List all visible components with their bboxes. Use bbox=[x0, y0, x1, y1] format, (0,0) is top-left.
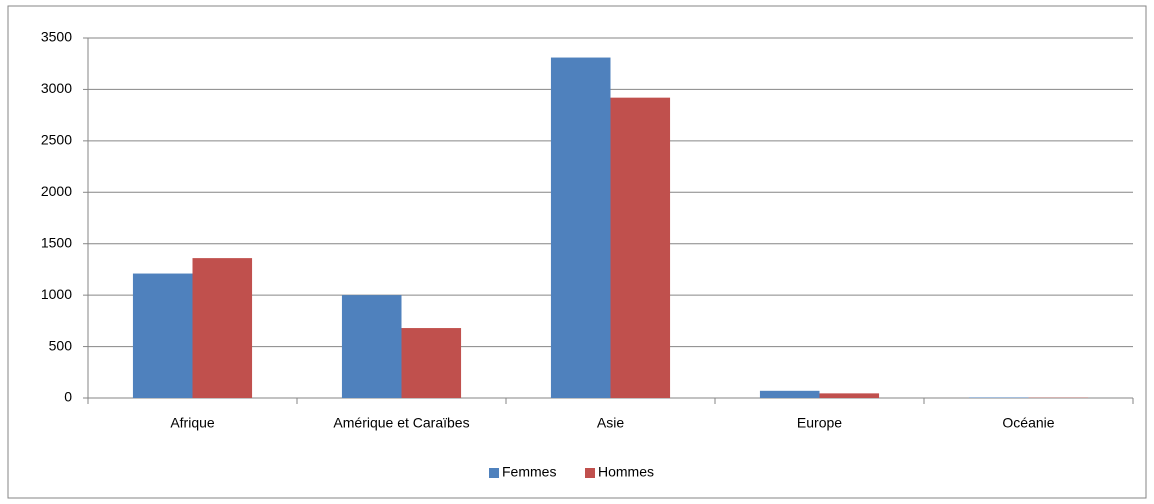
y-tick-label: 1000 bbox=[41, 286, 72, 302]
bar bbox=[610, 97, 671, 399]
x-tick-label: Océanie bbox=[1002, 415, 1054, 431]
y-tick-label: 1500 bbox=[41, 234, 72, 250]
legend-label: Femmes bbox=[502, 464, 556, 480]
bar bbox=[968, 397, 1029, 398]
bar bbox=[132, 273, 193, 398]
y-tick-label: 3500 bbox=[41, 29, 72, 45]
y-tick-label: 0 bbox=[64, 389, 72, 405]
y-tick-label: 500 bbox=[49, 337, 73, 353]
legend-swatch bbox=[585, 468, 595, 478]
x-tick-label: Amérique et Caraïbes bbox=[333, 415, 469, 431]
bar bbox=[401, 328, 462, 398]
bar bbox=[759, 390, 820, 398]
y-tick-label: 2500 bbox=[41, 132, 72, 148]
legend-label: Hommes bbox=[598, 464, 654, 480]
x-tick-label: Europe bbox=[797, 415, 842, 431]
bar bbox=[192, 258, 253, 398]
bar bbox=[550, 57, 611, 399]
bar bbox=[341, 295, 402, 398]
legend-swatch bbox=[489, 468, 499, 478]
x-tick-label: Afrique bbox=[170, 415, 215, 431]
y-tick-label: 2000 bbox=[41, 183, 72, 199]
y-tick-label: 3000 bbox=[41, 80, 72, 96]
bar bbox=[819, 393, 880, 398]
x-tick-label: Asie bbox=[597, 415, 624, 431]
